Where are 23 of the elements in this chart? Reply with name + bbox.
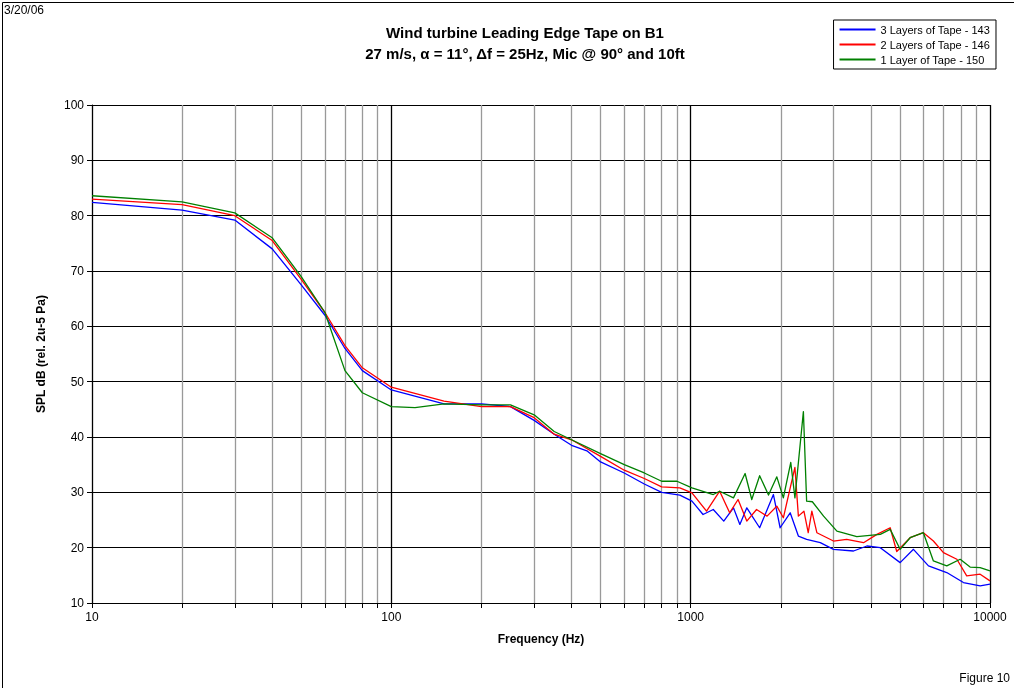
legend-label: 2 Layers of Tape - 146 xyxy=(880,38,990,51)
y-axis-title: SPL dB (rel. 2u-5 Pa) xyxy=(34,295,48,413)
chart-title: Wind turbine Leading Edge Tape on B1 xyxy=(386,24,664,41)
y-tick-label: 30 xyxy=(70,485,85,500)
x-axis-title: Frequency (Hz) xyxy=(497,632,585,646)
y-tick-label: 70 xyxy=(70,264,85,278)
y-tick-label: 80 xyxy=(70,208,85,223)
y-tick-label: 90 xyxy=(70,153,85,168)
x-tick-label: 100 xyxy=(381,610,402,624)
y-tick-label: 50 xyxy=(70,374,85,389)
x-tick-label: 10 xyxy=(85,610,99,624)
y-tick-label: 10 xyxy=(70,596,85,610)
legend-label: 1 Layer of Tape - 150 xyxy=(880,53,985,66)
x-tick-label: 10000 xyxy=(973,610,1008,624)
x-tick-label: 1000 xyxy=(677,610,705,624)
y-tick-label: 100 xyxy=(63,98,85,112)
caption: Figure 10 xyxy=(959,671,1011,685)
text: 3/20/06 xyxy=(4,3,45,17)
chart-subtitle: 27 m/s, α = 11°, Δf = 25Hz, Mic @ 90° and 10ft xyxy=(365,45,685,62)
legend-label: 3 Layers of Tape - 143 xyxy=(880,23,990,36)
y-tick-label: 20 xyxy=(70,540,85,555)
y-tick-label: 40 xyxy=(70,430,85,444)
y-tick-label: 60 xyxy=(70,319,85,334)
